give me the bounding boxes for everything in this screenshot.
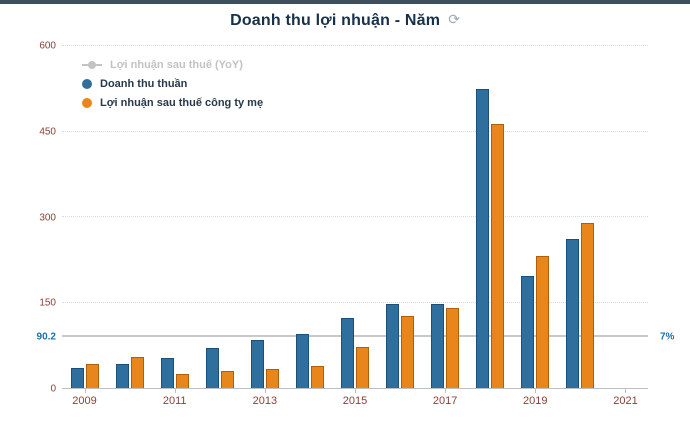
x-tick-label-2013: 2013 bbox=[252, 395, 278, 407]
bar-loi-nhuan-sau-thue-2019[interactable] bbox=[536, 255, 550, 388]
plot-area: Lợi nhuận sau thuế (YoY) Doanh thu thuần L… bbox=[62, 45, 648, 393]
bar-doanh-thu-thuan-2019[interactable] bbox=[521, 276, 535, 388]
bar-loi-nhuan-sau-thue-2013[interactable] bbox=[265, 369, 279, 388]
x-tick-label-2021: 2021 bbox=[613, 395, 638, 407]
bar-loi-nhuan-sau-thue-2010[interactable] bbox=[130, 356, 144, 388]
y-tick-label-0: 0 bbox=[50, 383, 56, 395]
bar-group-2009 bbox=[70, 46, 99, 388]
bar-group-2017 bbox=[431, 46, 460, 388]
x-axis-labels: 2009 2011 2013 2015 2017 2019 2021 bbox=[62, 395, 648, 415]
bar-doanh-thu-thuan-2014[interactable] bbox=[295, 333, 309, 388]
y-tick-label-450: 450 bbox=[39, 126, 56, 138]
bar-group-2018 bbox=[476, 46, 505, 388]
x-tick-2019 bbox=[535, 388, 537, 393]
legend-item-label: Lợi nhuận sau thuế công ty mẹ bbox=[100, 97, 264, 109]
y-tick-label-150: 150 bbox=[39, 297, 56, 309]
bar-doanh-thu-thuan-2009[interactable] bbox=[70, 368, 84, 388]
reference-line bbox=[62, 334, 648, 337]
refresh-icon[interactable]: ⟳ bbox=[448, 11, 460, 27]
bar-doanh-thu-thuan-2012[interactable] bbox=[205, 348, 219, 388]
bar-group-2013 bbox=[250, 46, 279, 388]
gridline-600 bbox=[62, 45, 648, 46]
bar-doanh-thu-thuan-2020[interactable] bbox=[566, 238, 580, 388]
bar-loi-nhuan-sau-thue-2016[interactable] bbox=[401, 315, 415, 388]
x-tick-2013 bbox=[264, 388, 266, 393]
bar-group-2015 bbox=[341, 46, 369, 388]
bar-group-2011 bbox=[160, 46, 189, 388]
x-tick-label-2019: 2019 bbox=[523, 395, 548, 407]
x-tick-label-2017: 2017 bbox=[432, 395, 458, 407]
x-tick-2021 bbox=[625, 388, 627, 393]
chart-legend: Lợi nhuận sau thuế (YoY) Doanh thu thuần L… bbox=[82, 59, 263, 116]
x-tick-2009 bbox=[84, 388, 86, 393]
x-tick-label-2009: 2009 bbox=[72, 395, 97, 407]
bar-group-2014 bbox=[295, 46, 324, 388]
bar-doanh-thu-thuan-2016[interactable] bbox=[386, 303, 400, 388]
legend-line-dot-icon bbox=[88, 61, 96, 69]
bar-doanh-thu-thuan-2011[interactable] bbox=[160, 358, 174, 388]
y-tick-label-600: 600 bbox=[39, 40, 56, 52]
bar-loi-nhuan-sau-thue-2015[interactable] bbox=[356, 346, 369, 388]
reference-left-label: 90.2 bbox=[36, 331, 56, 343]
bar-loi-nhuan-sau-thue-2018[interactable] bbox=[491, 124, 505, 388]
bar-group-2020 bbox=[566, 46, 595, 388]
bar-loi-nhuan-sau-thue-2009[interactable] bbox=[85, 364, 99, 388]
x-tick-2017 bbox=[445, 388, 447, 393]
legend-line-marker-icon bbox=[82, 61, 102, 69]
legend-circle-marker-icon bbox=[82, 79, 92, 89]
legend-item-2[interactable]: Lợi nhuận sau thuế công ty mẹ bbox=[82, 97, 263, 109]
right-axis-labels: 7% bbox=[660, 46, 686, 389]
bar-group-2019 bbox=[521, 46, 550, 388]
legend-circle-marker-icon bbox=[82, 98, 92, 108]
x-tick-label-2015: 2015 bbox=[342, 395, 368, 407]
x-tick-label-2011: 2011 bbox=[162, 395, 187, 407]
y-axis-labels: 0 150 300 450 600 90.2 bbox=[0, 41, 56, 395]
bar-doanh-thu-thuan-2010[interactable] bbox=[115, 364, 129, 388]
bar-doanh-thu-thuan-2018[interactable] bbox=[476, 88, 490, 388]
legend-item-0[interactable]: Lợi nhuận sau thuế (YoY) bbox=[82, 59, 263, 71]
chart-title: Doanh thu lợi nhuận - Năm bbox=[230, 12, 441, 29]
x-tick-2015 bbox=[355, 388, 356, 393]
y-tick-label-300: 300 bbox=[39, 212, 56, 223]
chart-header: Doanh thu lợi nhuận - Năm ⟳ bbox=[0, 11, 690, 30]
bar-group-2010 bbox=[115, 46, 144, 388]
gridline-300 bbox=[62, 216, 648, 217]
gridline-150 bbox=[62, 301, 648, 303]
bar-group-2012 bbox=[205, 46, 234, 388]
bar-loi-nhuan-sau-thue-2014[interactable] bbox=[310, 366, 324, 388]
bar-loi-nhuan-sau-thue-2012[interactable] bbox=[220, 370, 234, 388]
legend-item-label: Doanh thu thuần bbox=[100, 78, 188, 90]
x-tick-2011 bbox=[174, 388, 176, 393]
bar-loi-nhuan-sau-thue-2011[interactable] bbox=[175, 373, 189, 388]
reference-right-label: 7% bbox=[660, 331, 675, 343]
bar-group-2016 bbox=[386, 46, 415, 388]
legend-item-1[interactable]: Doanh thu thuần bbox=[82, 78, 263, 90]
bar-doanh-thu-thuan-2013[interactable] bbox=[250, 339, 264, 388]
bar-loi-nhuan-sau-thue-2020[interactable] bbox=[581, 222, 595, 388]
legend-item-label: Lợi nhuận sau thuế (YoY) bbox=[110, 59, 243, 71]
bar-doanh-thu-thuan-2015[interactable] bbox=[341, 318, 354, 388]
bar-doanh-thu-thuan-2017[interactable] bbox=[431, 304, 445, 388]
gridline-450 bbox=[62, 130, 648, 132]
bar-loi-nhuan-sau-thue-2017[interactable] bbox=[446, 307, 460, 388]
